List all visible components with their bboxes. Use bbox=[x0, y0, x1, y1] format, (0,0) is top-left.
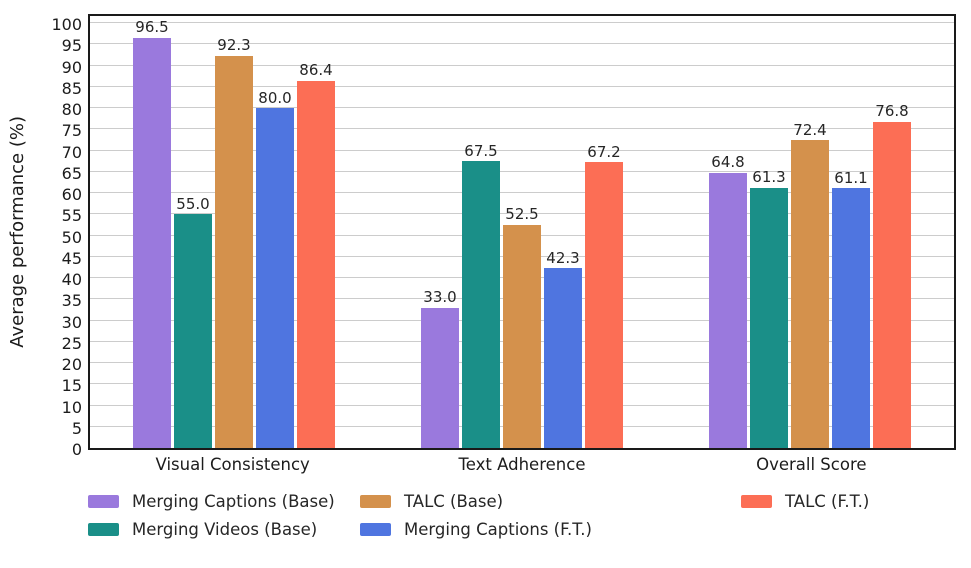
gridline bbox=[90, 213, 954, 215]
y-axis-title-text: Average performance (%) bbox=[6, 116, 28, 348]
legend-swatch bbox=[88, 523, 119, 536]
y-tick-label: 100 bbox=[51, 15, 82, 35]
y-tick-label: 95 bbox=[61, 36, 82, 56]
y-tick-label: 10 bbox=[61, 397, 82, 417]
y-tick-label: 60 bbox=[61, 185, 82, 205]
bar: 55.0 bbox=[174, 196, 212, 448]
bar: 80.0 bbox=[256, 90, 294, 448]
bar-value-label: 42.3 bbox=[546, 248, 580, 267]
x-axis-ticks: Visual Consistency Text Adherence Overall … bbox=[88, 455, 956, 474]
bar-value-label: 96.5 bbox=[135, 18, 169, 37]
bar-group: 33.0 67.5 52.5 42.3 67.2 bbox=[378, 16, 666, 448]
bar-value-label: 61.3 bbox=[752, 168, 786, 187]
x-tick-label: Visual Consistency bbox=[155, 455, 310, 474]
bar-value-label: 52.5 bbox=[505, 205, 539, 224]
y-tick-label: 70 bbox=[61, 142, 82, 162]
y-axis-title: Average performance (%) bbox=[4, 14, 30, 450]
legend-label: TALC (Base) bbox=[404, 492, 504, 511]
bar-group: 96.5 55.0 92.3 80.0 86.4 bbox=[90, 16, 378, 448]
legend-column: TALC (Base) Merging Captions (F.T.) bbox=[360, 492, 592, 539]
legend-column: Merging Captions (Base) Merging Videos (B… bbox=[88, 492, 335, 539]
legend-swatch bbox=[360, 495, 391, 508]
y-axis-ticks: 0 5 10 15 20 25 30 35 40 45 50 55 60 65 70 75 80 85 90 95 10… bbox=[30, 14, 82, 458]
gridline bbox=[90, 22, 954, 24]
y-tick-label: 25 bbox=[61, 333, 82, 353]
bar: 42.3 bbox=[544, 250, 582, 448]
bar-groups: 96.5 55.0 92.3 80.0 86.4 33.0 67.5 52.5 42.3 67.2… bbox=[90, 16, 954, 448]
gridline bbox=[90, 149, 954, 151]
legend: Merging Captions (Base) Merging Videos (B… bbox=[0, 490, 971, 560]
y-tick-label: 45 bbox=[61, 248, 82, 268]
bar-value-label: 67.2 bbox=[587, 142, 621, 161]
y-tick-label: 90 bbox=[61, 57, 82, 77]
bar: 67.2 bbox=[585, 144, 623, 448]
legend-label: TALC (F.T.) bbox=[785, 492, 870, 511]
bar-value-label: 86.4 bbox=[299, 61, 333, 80]
bar: 92.3 bbox=[215, 37, 253, 448]
bar: 64.8 bbox=[709, 154, 747, 448]
y-tick-label: 55 bbox=[61, 206, 82, 226]
bar-value-label: 80.0 bbox=[258, 88, 292, 107]
bar: 86.4 bbox=[297, 62, 335, 448]
bar-value-label: 67.5 bbox=[464, 141, 498, 160]
y-tick-label: 15 bbox=[61, 376, 82, 396]
legend-swatch bbox=[741, 495, 772, 508]
y-tick-label: 85 bbox=[61, 78, 82, 98]
legend-item: Merging Videos (Base) bbox=[88, 520, 335, 539]
legend-item: Merging Captions (F.T.) bbox=[360, 520, 592, 539]
y-tick-label: 5 bbox=[71, 418, 82, 438]
bar-value-label: 55.0 bbox=[176, 194, 210, 213]
bar-value-label: 33.0 bbox=[423, 288, 457, 307]
legend-label: Merging Captions (F.T.) bbox=[404, 520, 592, 539]
bar: 67.5 bbox=[462, 143, 500, 448]
y-tick-label: 50 bbox=[61, 227, 82, 247]
legend-label: Merging Videos (Base) bbox=[132, 520, 318, 539]
bar-value-label: 92.3 bbox=[217, 36, 251, 55]
gridline bbox=[90, 85, 954, 87]
y-tick-label: 35 bbox=[61, 291, 82, 311]
bar-value-label: 76.8 bbox=[875, 102, 909, 121]
y-tick-label: 65 bbox=[61, 163, 82, 183]
bar-group: 64.8 61.3 72.4 61.1 76.8 bbox=[666, 16, 954, 448]
legend-item: TALC (F.T.) bbox=[741, 492, 869, 511]
bar: 33.0 bbox=[421, 289, 459, 448]
bar-value-label: 61.1 bbox=[834, 168, 868, 187]
legend-item: TALC (Base) bbox=[360, 492, 592, 511]
y-tick-label: 0 bbox=[71, 440, 82, 459]
gridline bbox=[90, 128, 954, 130]
gridline bbox=[90, 64, 954, 66]
y-tick-label: 80 bbox=[61, 100, 82, 120]
x-tick-label: Text Adherence bbox=[458, 455, 586, 474]
bar: 76.8 bbox=[873, 103, 911, 448]
y-tick-label: 20 bbox=[61, 355, 82, 375]
legend-label: Merging Captions (Base) bbox=[132, 492, 335, 511]
gridline bbox=[90, 170, 954, 172]
bar: 52.5 bbox=[503, 206, 541, 448]
legend-swatch bbox=[88, 495, 119, 508]
bar: 61.1 bbox=[832, 170, 870, 448]
gridline bbox=[90, 43, 954, 45]
bar-value-label: 72.4 bbox=[793, 120, 827, 139]
gridline bbox=[90, 107, 954, 109]
legend-item: Merging Captions (Base) bbox=[88, 492, 335, 511]
bar: 72.4 bbox=[791, 122, 829, 448]
bar: 96.5 bbox=[133, 19, 171, 448]
bar: 61.3 bbox=[750, 169, 788, 448]
plot-area: 96.5 55.0 92.3 80.0 86.4 33.0 67.5 52.5 42.3 67.2… bbox=[88, 14, 956, 450]
y-tick-label: 40 bbox=[61, 270, 82, 290]
legend-column: TALC (F.T.) bbox=[741, 492, 869, 511]
x-tick-label: Overall Score bbox=[756, 455, 867, 474]
y-tick-label: 30 bbox=[61, 312, 82, 332]
legend-swatch bbox=[360, 523, 391, 536]
bar-value-label: 64.8 bbox=[711, 153, 745, 172]
y-tick-label: 75 bbox=[61, 121, 82, 141]
gridline bbox=[90, 192, 954, 194]
